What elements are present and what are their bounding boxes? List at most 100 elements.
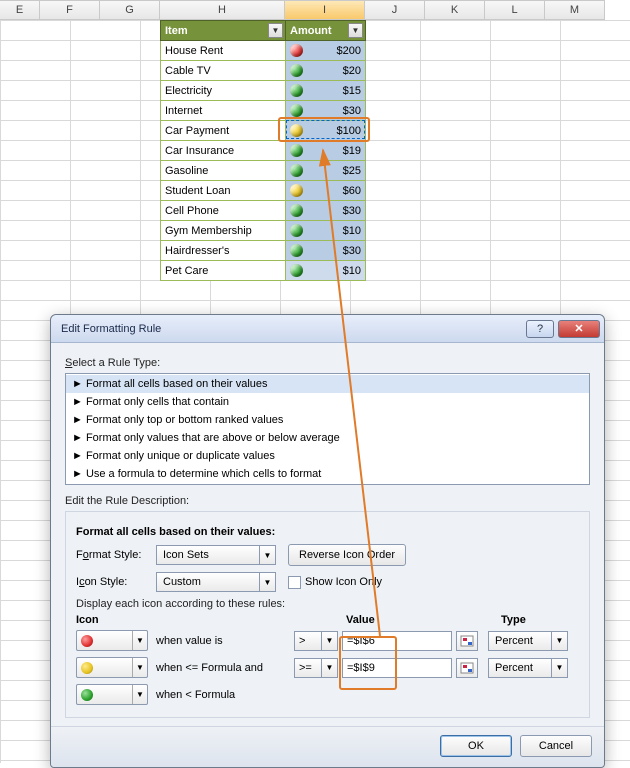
format-style-combo[interactable]: Icon Sets ▼ — [156, 545, 276, 565]
spreadsheet: EFGHIJKLM Item ▼ Amount ▼ House Rent$200… — [0, 0, 630, 20]
item-cell[interactable]: Car Insurance — [161, 141, 286, 161]
table-row[interactable]: Hairdresser's$30 — [161, 241, 366, 261]
status-dot-icon — [290, 104, 303, 117]
rule-type-list[interactable]: ► Format all cells based on their values… — [65, 373, 590, 485]
rule-type-item[interactable]: ► Format only unique or duplicate values — [66, 447, 589, 465]
chevron-down-icon: ▼ — [259, 573, 275, 591]
amount-cell[interactable]: $30 — [286, 201, 366, 221]
header-amount[interactable]: Amount ▼ — [286, 21, 366, 41]
icon-style-combo[interactable]: Custom ▼ — [156, 572, 276, 592]
column-header-K[interactable]: K — [425, 0, 485, 20]
amount-cell[interactable]: $15 — [286, 81, 366, 101]
item-cell[interactable]: Gasoline — [161, 161, 286, 181]
table-row[interactable]: Gym Membership $10 — [161, 221, 366, 241]
traffic-light-icon — [81, 689, 93, 701]
amount-value: $15 — [343, 85, 361, 97]
amount-value: $25 — [343, 165, 361, 177]
column-header-H[interactable]: H — [160, 0, 285, 20]
table-row[interactable]: Cable TV$20 — [161, 61, 366, 81]
type-combo[interactable]: Percent▼ — [488, 631, 568, 651]
amount-value: $30 — [343, 205, 361, 217]
value-input[interactable]: =$I$6 — [342, 631, 452, 651]
rule-type-item[interactable]: ► Use a formula to determine which cells… — [66, 465, 589, 483]
filter-dropdown-icon[interactable]: ▼ — [268, 23, 283, 38]
rule-type-item[interactable]: ► Format only top or bottom ranked value… — [66, 411, 589, 429]
table-row[interactable]: Electricity $15 — [161, 81, 366, 101]
table-row[interactable]: Student Loan $60 — [161, 181, 366, 201]
show-icon-only-checkbox[interactable]: Show Icon Only — [288, 576, 382, 589]
item-cell[interactable]: Car Payment — [161, 121, 286, 141]
filter-dropdown-icon[interactable]: ▼ — [348, 23, 363, 38]
table-row[interactable]: Cell Phone $30 — [161, 201, 366, 221]
icon-picker[interactable]: ▼ — [76, 684, 148, 705]
column-header-M[interactable]: M — [545, 0, 605, 20]
col-value: Value — [346, 614, 501, 626]
value-input[interactable]: =$I$9 — [342, 658, 452, 678]
table-row[interactable]: Car Insurance$19 — [161, 141, 366, 161]
item-cell[interactable]: House Rent — [161, 41, 286, 61]
table-row[interactable]: House Rent$200 — [161, 41, 366, 61]
help-button[interactable]: ? — [526, 320, 554, 338]
rule-type-item[interactable]: ► Format all cells based on their values — [66, 375, 589, 393]
icon-picker[interactable]: ▼ — [76, 657, 148, 678]
budget-table: Item ▼ Amount ▼ House Rent$200Cable TV$2… — [160, 20, 366, 281]
amount-cell[interactable]: $10 — [286, 221, 366, 241]
operator-combo[interactable]: >=▼ — [294, 658, 338, 678]
item-cell[interactable]: Cell Phone — [161, 201, 286, 221]
item-cell[interactable]: Internet — [161, 101, 286, 121]
rule-condition-text: when <= Formula and — [156, 662, 286, 674]
status-dot-icon — [290, 224, 303, 237]
item-cell[interactable]: Hairdresser's — [161, 241, 286, 261]
amount-cell[interactable]: $25 — [286, 161, 366, 181]
amount-cell[interactable]: $100 — [286, 121, 366, 141]
edit-formatting-rule-dialog: Edit Formatting Rule ? ✕ Select a Rule T… — [50, 314, 605, 768]
status-dot-icon — [290, 264, 303, 277]
table-row[interactable]: Pet Care$10 — [161, 261, 366, 281]
rule-type-item[interactable]: ► Format only values that are above or b… — [66, 429, 589, 447]
close-button[interactable]: ✕ — [558, 320, 600, 338]
item-cell[interactable]: Gym Membership — [161, 221, 286, 241]
column-header-I[interactable]: I — [285, 0, 365, 20]
icon-rule-row: ▼ when value is >▼=$I$6 Percent▼ — [76, 630, 579, 651]
rule-type-item[interactable]: ► Format only cells that contain — [66, 393, 589, 411]
rule-condition-text: when < Formula — [156, 689, 286, 701]
amount-value: $60 — [343, 185, 361, 197]
dialog-titlebar[interactable]: Edit Formatting Rule ? ✕ — [51, 315, 604, 343]
item-cell[interactable]: Cable TV — [161, 61, 286, 81]
amount-cell[interactable]: $30 — [286, 101, 366, 121]
amount-value: $100 — [337, 125, 361, 137]
icon-picker[interactable]: ▼ — [76, 630, 148, 651]
amount-cell[interactable]: $60 — [286, 181, 366, 201]
dialog-title-text: Edit Formatting Rule — [61, 323, 161, 335]
type-combo[interactable]: Percent▼ — [488, 658, 568, 678]
item-cell[interactable]: Electricity — [161, 81, 286, 101]
amount-cell[interactable]: $10 — [286, 261, 366, 281]
header-item[interactable]: Item ▼ — [161, 21, 286, 41]
cancel-button[interactable]: Cancel — [520, 735, 592, 757]
amount-cell[interactable]: $200 — [286, 41, 366, 61]
ok-button[interactable]: OK — [440, 735, 512, 757]
table-row[interactable]: Gasoline $25 — [161, 161, 366, 181]
column-header-L[interactable]: L — [485, 0, 545, 20]
amount-cell[interactable]: $20 — [286, 61, 366, 81]
amount-value: $10 — [343, 225, 361, 237]
table-row[interactable]: Internet$30 — [161, 101, 366, 121]
range-picker-button[interactable] — [456, 658, 478, 678]
item-cell[interactable]: Student Loan — [161, 181, 286, 201]
amount-cell[interactable]: $30 — [286, 241, 366, 261]
chevron-down-icon: ▼ — [132, 658, 147, 677]
column-header-E[interactable]: E — [0, 0, 40, 20]
table-row[interactable]: Car Payment $100 — [161, 121, 366, 141]
rule-condition-text: when value is — [156, 635, 286, 647]
operator-combo[interactable]: >▼ — [294, 631, 338, 651]
item-cell[interactable]: Pet Care — [161, 261, 286, 281]
column-header-J[interactable]: J — [365, 0, 425, 20]
column-header-F[interactable]: F — [40, 0, 100, 20]
range-picker-button[interactable] — [456, 631, 478, 651]
status-dot-icon — [290, 64, 303, 77]
edit-description-label: Edit the Rule Description: — [65, 495, 590, 507]
column-header-G[interactable]: G — [100, 0, 160, 20]
reverse-icon-order-button[interactable]: Reverse Icon Order — [288, 544, 406, 566]
chevron-down-icon: ▼ — [551, 632, 567, 650]
amount-cell[interactable]: $19 — [286, 141, 366, 161]
